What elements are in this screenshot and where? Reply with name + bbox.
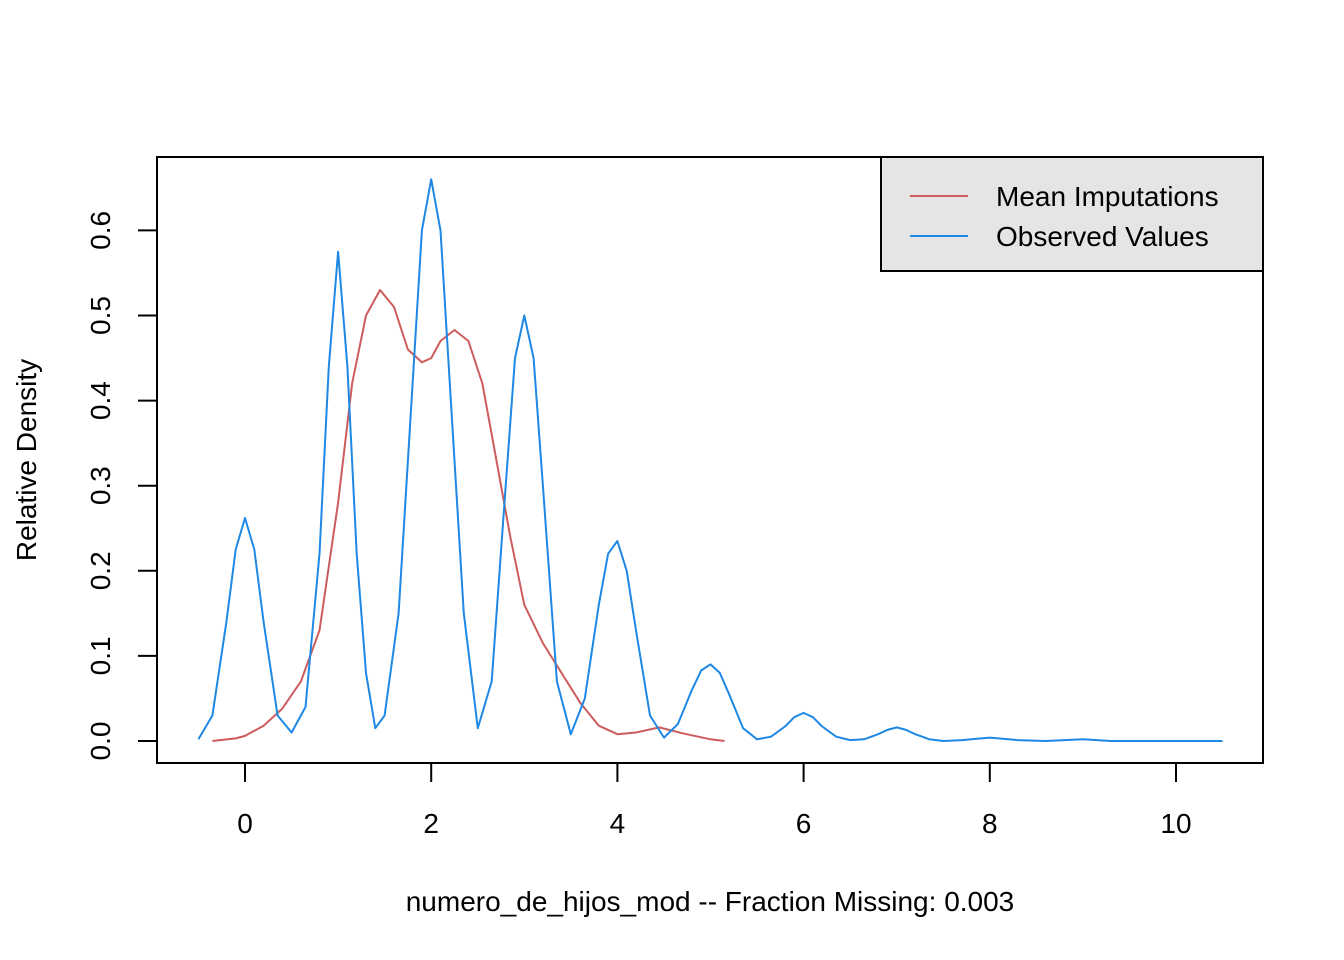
x-tick-label: 6 — [796, 808, 812, 839]
x-tick-label: 0 — [237, 808, 253, 839]
y-axis-label: Relative Density — [11, 359, 42, 561]
x-tick-label: 4 — [610, 808, 626, 839]
series-layer — [197, 178, 1223, 742]
legend-box — [880, 156, 1264, 272]
y-tick-label: 0.1 — [85, 636, 116, 675]
x-tick-label: 8 — [982, 808, 998, 839]
series-line-mean-imputations — [212, 289, 725, 742]
x-tick-label: 10 — [1160, 808, 1191, 839]
legend-label-mean-imputations: Mean Imputations — [996, 181, 1219, 212]
x-axis-label: numero_de_hijos_mod -- Fraction Missing:… — [406, 886, 1015, 917]
y-tick-label: 0.6 — [85, 211, 116, 250]
legend: Mean Imputations Observed Values — [880, 156, 1264, 272]
y-tick-label: 0.3 — [85, 466, 116, 505]
x-tick-label: 2 — [423, 808, 439, 839]
y-tick-label: 0.0 — [85, 722, 116, 761]
series-line-observed-values — [197, 178, 1223, 742]
y-tick-label: 0.5 — [85, 296, 116, 335]
legend-label-observed-values: Observed Values — [996, 221, 1209, 252]
x-axis: 0 2 4 6 8 10 — [237, 762, 1192, 839]
y-tick-label: 0.2 — [85, 551, 116, 590]
y-tick-label: 0.4 — [85, 381, 116, 420]
y-axis: 0.0 0.1 0.2 0.3 0.4 0.5 0.6 — [85, 211, 158, 761]
